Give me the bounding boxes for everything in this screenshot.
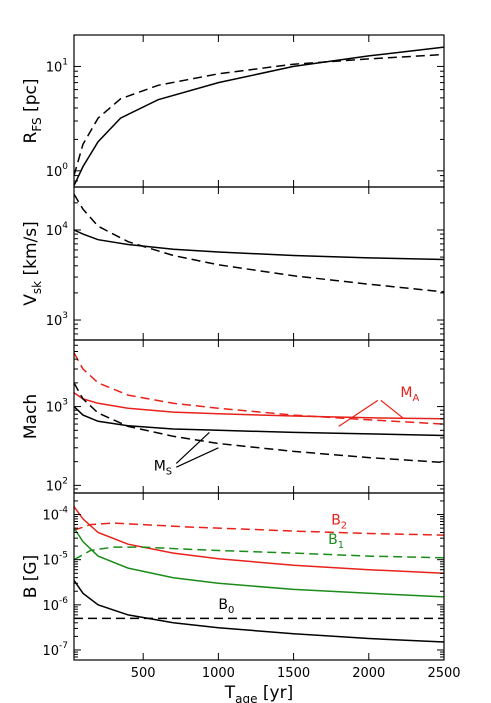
- ytick-label-mach-1: 103: [46, 398, 68, 416]
- ytick-label-vsk-0: 103: [46, 311, 68, 329]
- ytick-mantissa: 10: [42, 644, 59, 659]
- ytick-exponent: 3: [62, 398, 68, 408]
- ytick-mantissa: 10: [42, 509, 59, 524]
- series-line-bfield-0: [73, 522, 445, 536]
- series-line-bfield-1: [73, 506, 445, 575]
- ylabel-main: V: [21, 294, 41, 306]
- annotation-sub: 2: [341, 521, 347, 532]
- series-line-vsk-1: [73, 193, 445, 293]
- annotation-bfield-2: B0: [218, 597, 234, 616]
- ytick-exponent: -5: [59, 551, 68, 561]
- ylabel-mach: Mach: [21, 394, 41, 439]
- annotation-bfield-1: B1: [328, 532, 344, 551]
- ylabel-unit: [km/s]: [21, 221, 41, 281]
- xtick-label-4: 2500: [427, 666, 460, 681]
- xlabel-sub: age: [235, 692, 257, 703]
- leader-line-mach-2: [175, 431, 210, 464]
- annotation-mach-0: MA: [400, 385, 419, 404]
- ytick-label-bfield-1: 10-6: [42, 596, 68, 614]
- ylabel-vsk: Vsk [km/s]: [21, 221, 44, 306]
- annotation-main: M: [154, 458, 166, 474]
- series-line-rfs-1: [73, 53, 445, 176]
- ylabel-bfield: B [G]: [21, 555, 41, 599]
- ylabel-main: Mach: [21, 394, 41, 439]
- annotation-main: M: [400, 385, 412, 401]
- ytick-mantissa: 10: [42, 554, 59, 569]
- ytick-mantissa: 10: [46, 224, 63, 239]
- ytick-mantissa: 10: [46, 479, 63, 494]
- ytick-exponent: 3: [62, 311, 68, 321]
- leader-line-mach-1: [380, 399, 404, 419]
- annotation-sub: S: [166, 466, 172, 477]
- annotation-main: B: [218, 597, 228, 613]
- ylabel-main: B [G]: [21, 555, 41, 599]
- series-line-mach-3: [73, 382, 445, 464]
- leader-line-mach-3: [176, 447, 219, 468]
- annotation-mach-1: MS: [154, 458, 172, 477]
- xtick-label-0: 500: [131, 666, 156, 681]
- xtick-label-1: 1000: [202, 666, 235, 681]
- ytick-label-mach-0: 102: [46, 476, 68, 494]
- ytick-exponent: 1: [62, 57, 68, 67]
- ytick-exponent: -6: [59, 596, 68, 606]
- ytick-label-bfield-0: 10-7: [42, 641, 68, 659]
- ytick-label-bfield-3: 10-4: [42, 506, 68, 524]
- series-line-bfield-2: [73, 546, 445, 561]
- ytick-exponent: 0: [62, 162, 68, 172]
- series-line-mach-1: [73, 392, 445, 420]
- ytick-exponent: 4: [62, 221, 68, 231]
- ylabel-sub: FS: [30, 117, 44, 131]
- annotation-bfield-0: B2: [331, 513, 347, 532]
- ytick-mantissa: 10: [46, 60, 63, 75]
- series-line-rfs-0: [73, 46, 445, 187]
- ytick-mantissa: 10: [46, 401, 63, 416]
- ytick-label-rfs-0: 100: [46, 162, 69, 180]
- xlabel-main: T: [224, 683, 236, 703]
- xlabel-unit: [yr]: [258, 683, 294, 703]
- annotation-sub: A: [412, 393, 419, 404]
- annotation-main: B: [328, 532, 338, 548]
- ylabel-rfs: RFS [pc]: [21, 79, 44, 144]
- ytick-label-vsk-1: 104: [46, 221, 69, 239]
- series-line-bfield-5: [73, 579, 445, 643]
- series-line-vsk-0: [73, 229, 445, 261]
- ytick-exponent: -4: [59, 506, 68, 516]
- panel-frame-vsk: [73, 186, 445, 341]
- ytick-label-rfs-1: 101: [46, 57, 68, 75]
- leader-line-mach-0: [338, 399, 379, 427]
- ylabel-sub: sk: [30, 281, 44, 294]
- ytick-exponent: -7: [59, 641, 68, 651]
- ylabel-unit: [pc]: [21, 79, 41, 118]
- annotation-sub: 0: [228, 605, 234, 616]
- xlabel: Tage [yr]: [224, 683, 293, 703]
- series-line-bfield-3: [73, 527, 445, 598]
- xtick-label-3: 2000: [352, 666, 385, 681]
- ytick-exponent: 2: [62, 476, 68, 486]
- panel-frame-bfield: [73, 492, 445, 661]
- ylabel-main: R: [21, 131, 41, 143]
- annotation-main: B: [331, 513, 341, 529]
- annotation-sub: 1: [338, 540, 344, 551]
- series-line-mach-0: [73, 352, 445, 425]
- series-line-mach-2: [73, 406, 445, 437]
- ytick-mantissa: 10: [46, 314, 63, 329]
- ytick-mantissa: 10: [46, 165, 63, 180]
- panel-frame-mach: [73, 339, 445, 494]
- ytick-label-bfield-2: 10-5: [42, 551, 68, 569]
- xtick-label-2: 1500: [277, 666, 310, 681]
- ytick-mantissa: 10: [42, 599, 59, 614]
